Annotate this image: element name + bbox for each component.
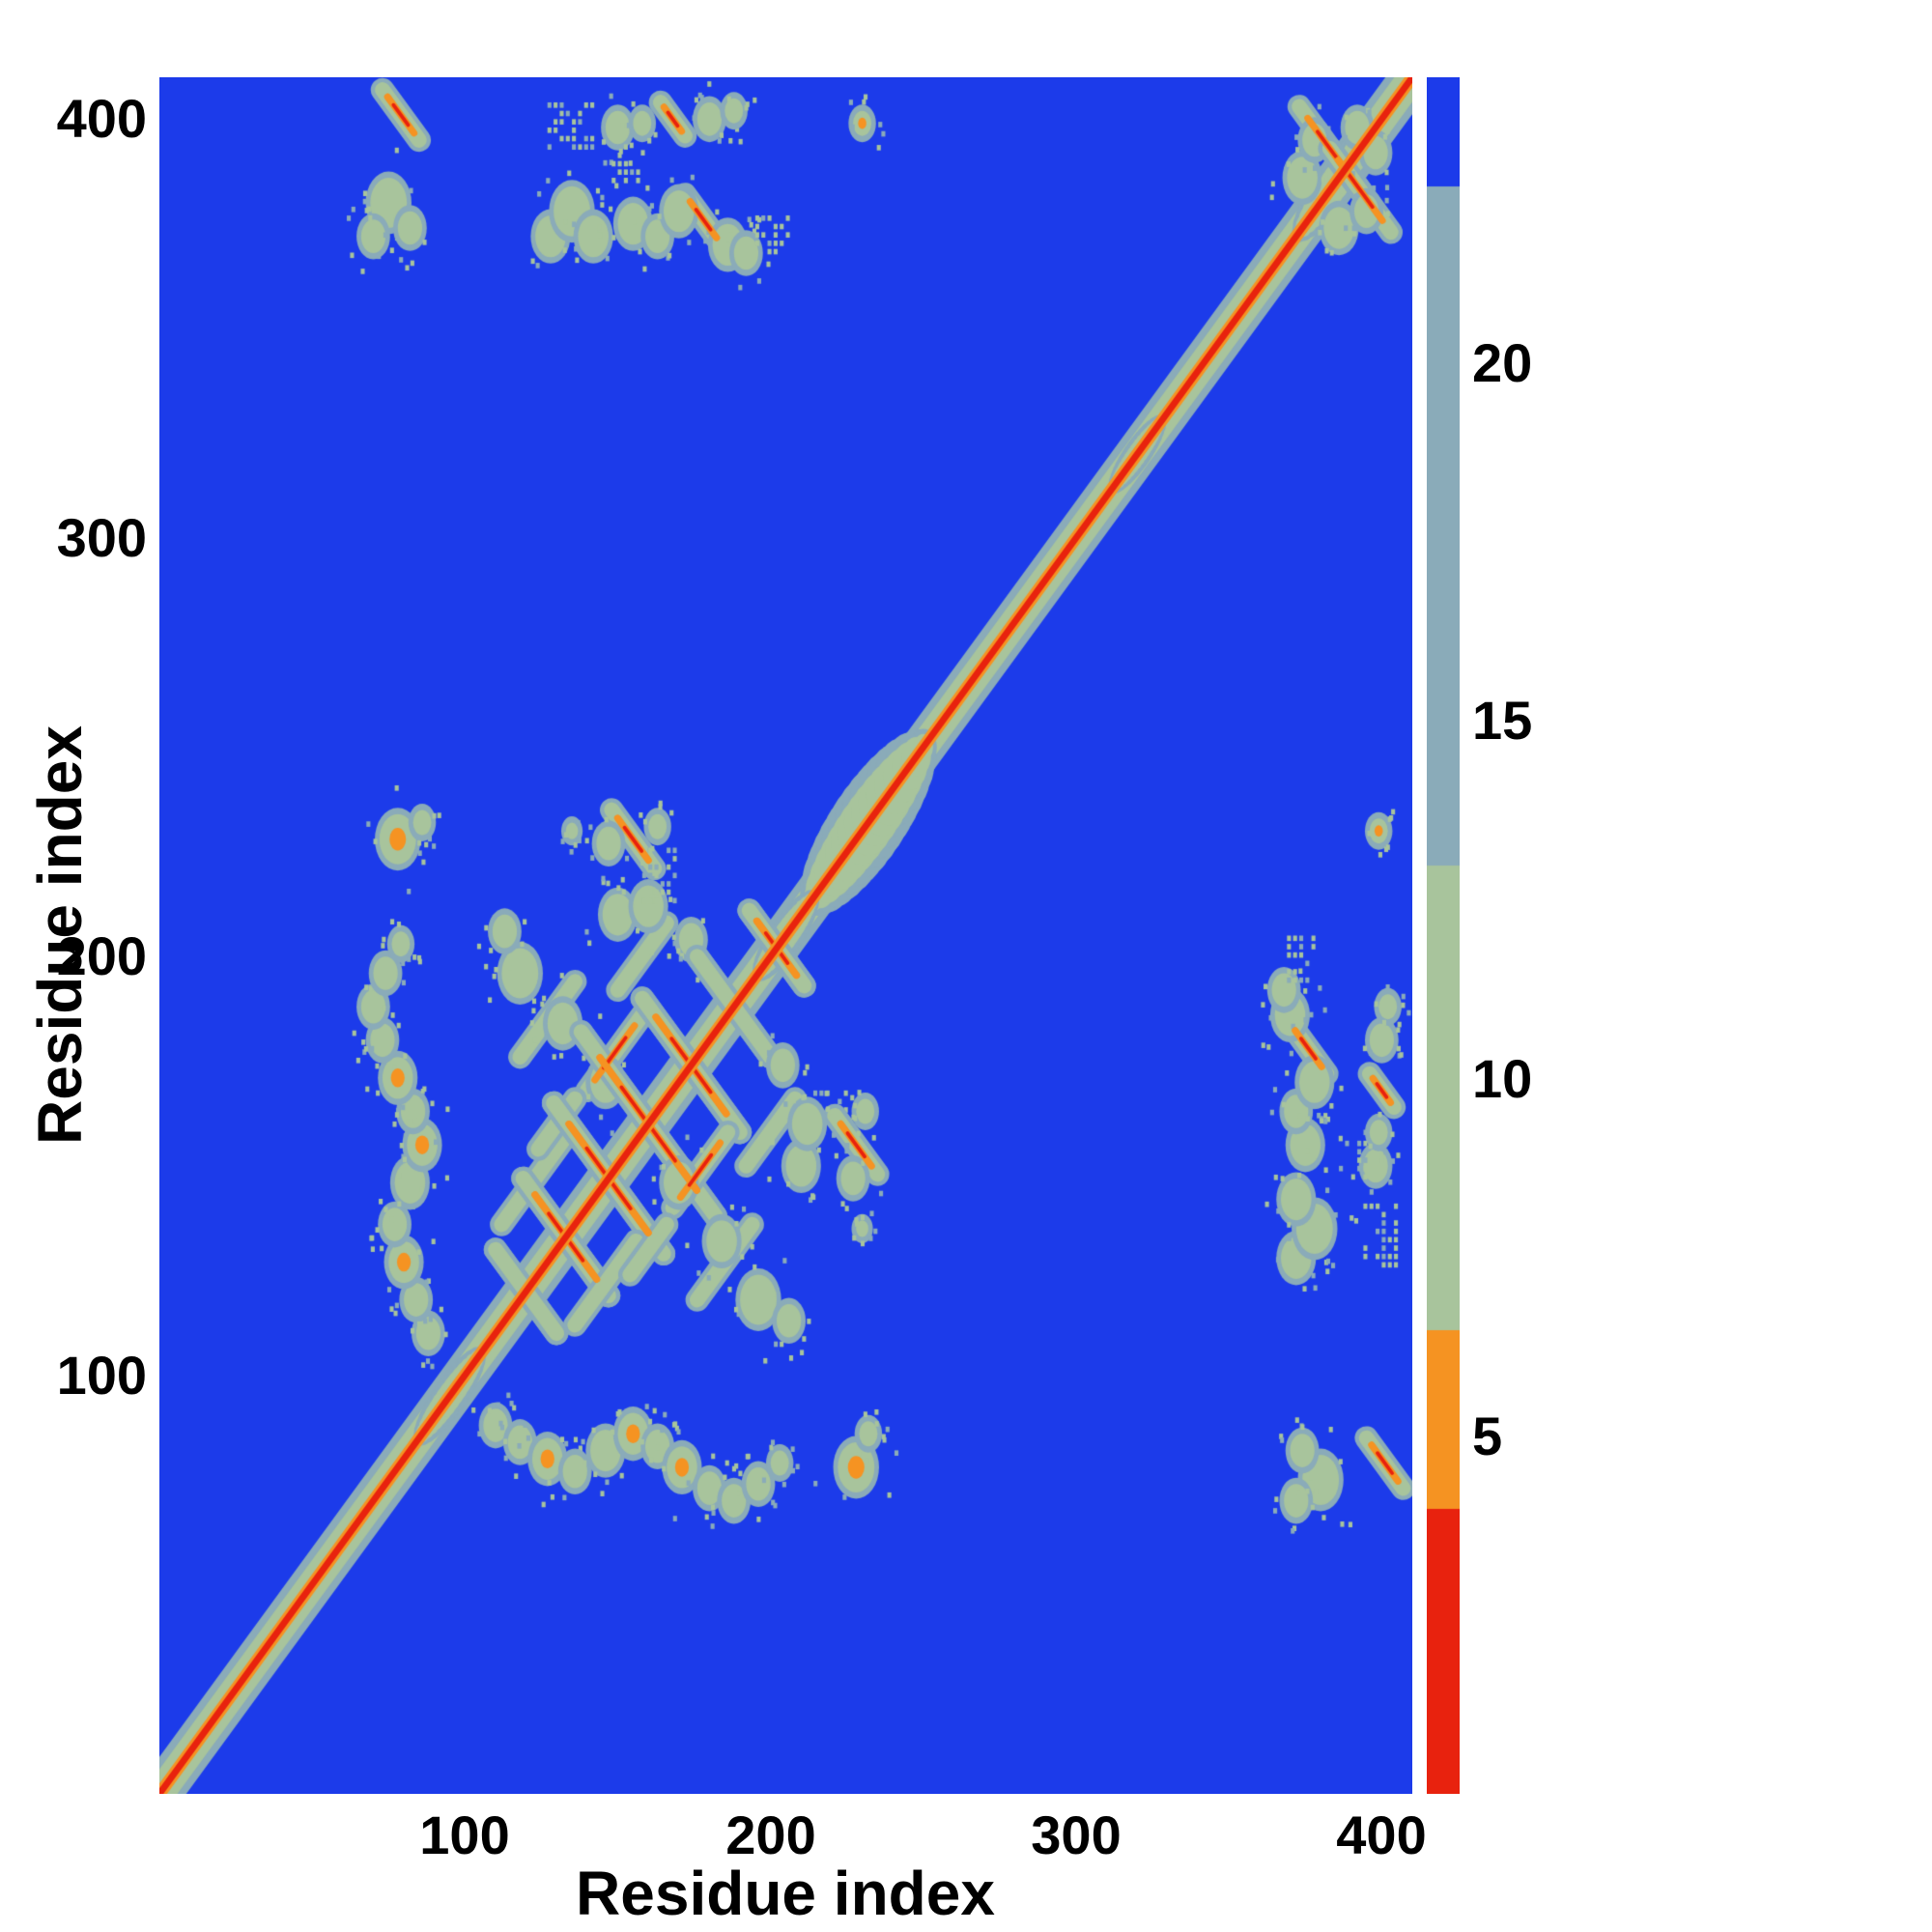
colorbar-tick-10: 10 <box>1472 1048 1533 1109</box>
x-tick-400: 400 <box>1336 1804 1427 1865</box>
y-axis-label: Residue index <box>25 725 95 1145</box>
colorbar-tick-20: 20 <box>1472 332 1533 393</box>
y-tick-100: 100 <box>56 1345 147 1406</box>
x-tick-200: 200 <box>725 1804 816 1865</box>
y-tick-200: 200 <box>56 925 147 986</box>
colorbar-tick-5: 5 <box>1472 1406 1503 1466</box>
x-axis-label: Residue index <box>576 1859 995 1928</box>
contact-map-canvas <box>159 77 1412 1794</box>
x-tick-100: 100 <box>419 1804 510 1865</box>
y-tick-400: 400 <box>56 88 147 149</box>
colorbar-tick-15: 15 <box>1472 690 1533 751</box>
y-tick-300: 300 <box>56 507 147 568</box>
colorbar-canvas <box>1427 77 1460 1794</box>
x-tick-300: 300 <box>1031 1804 1122 1865</box>
